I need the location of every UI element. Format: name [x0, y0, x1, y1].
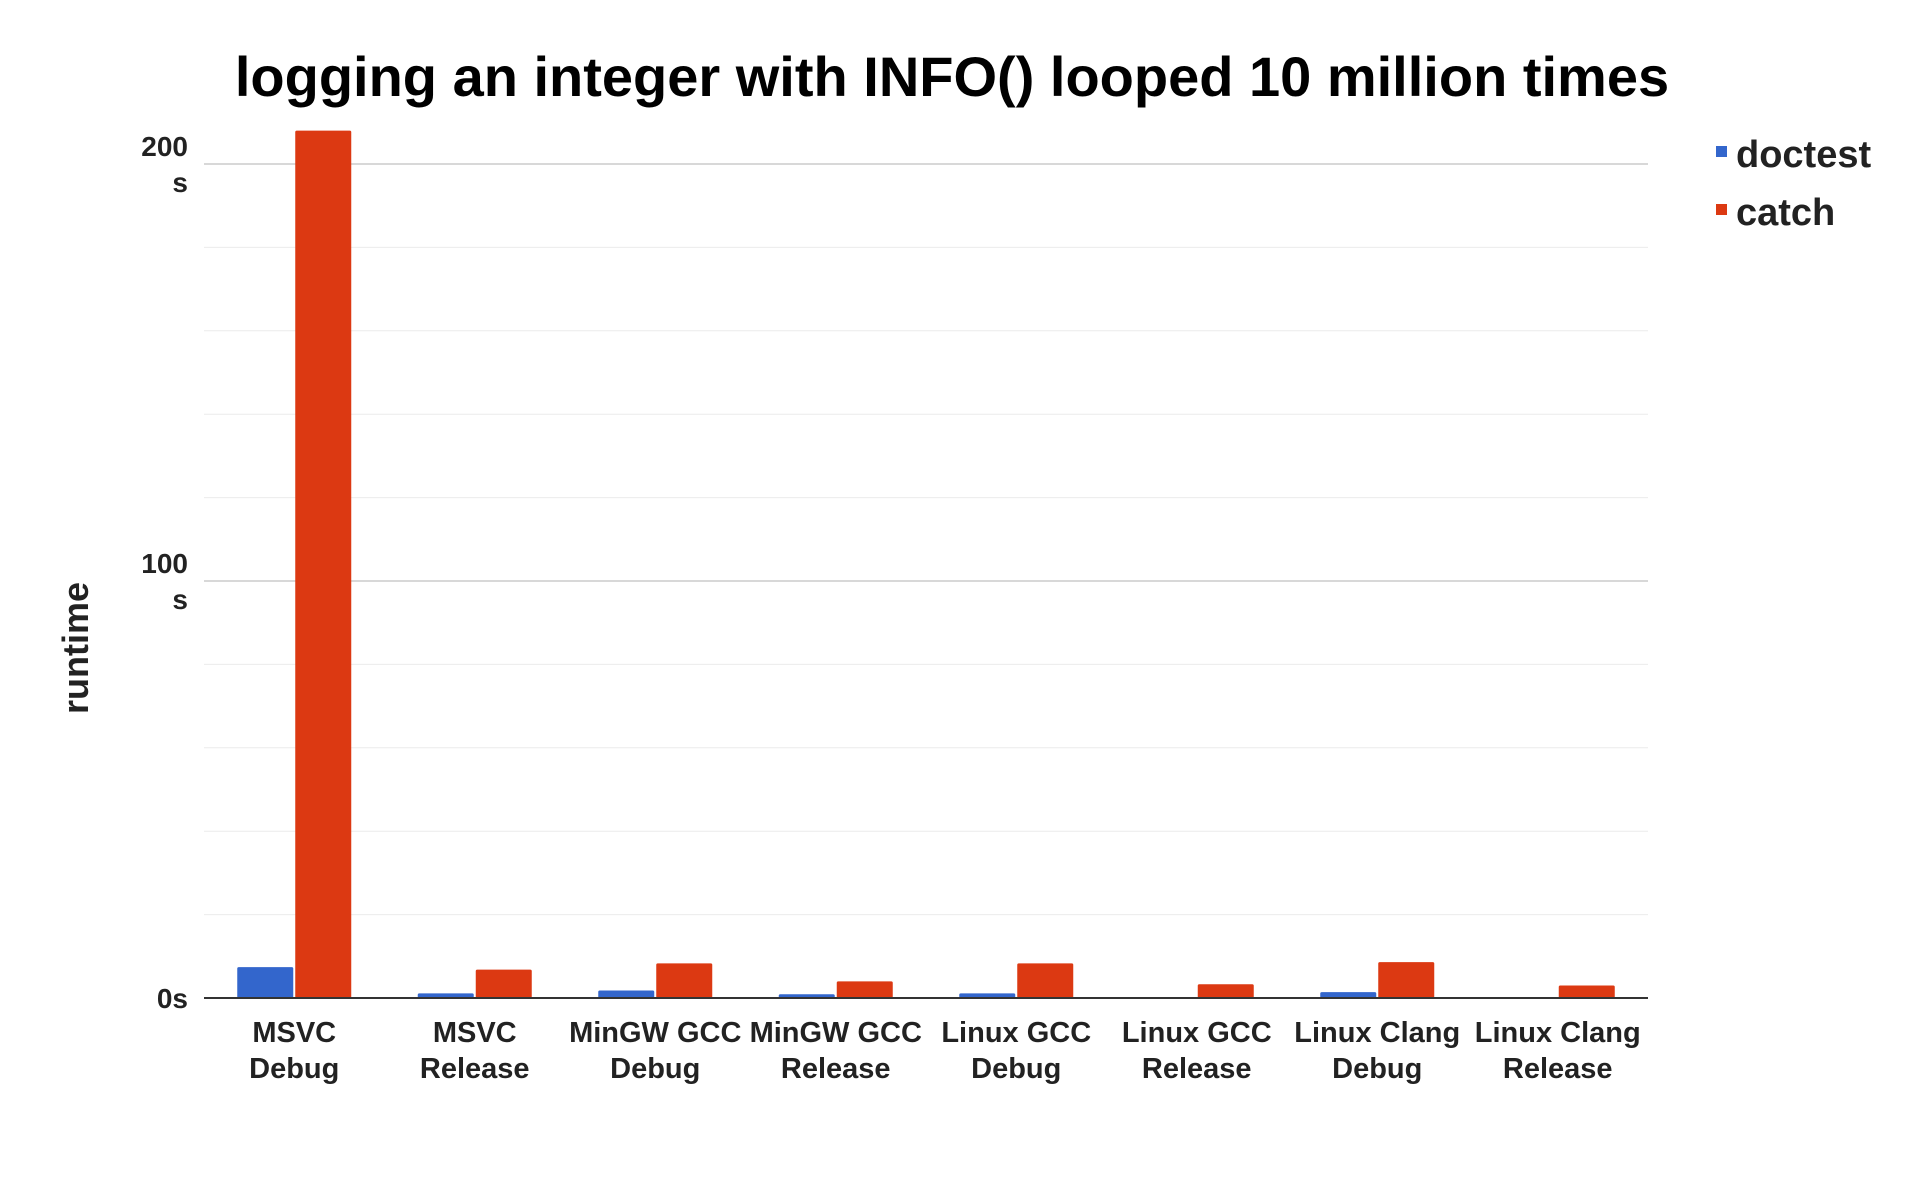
legend-swatch-doctest [1716, 146, 1727, 157]
bar-catch [836, 981, 893, 998]
bar-catch [1378, 962, 1435, 998]
y-tick-label: 200 s [141, 131, 188, 198]
bar-catch [1017, 963, 1074, 998]
x-category-label: Debug [610, 1053, 700, 1085]
x-category-label: Debug [1332, 1053, 1422, 1085]
x-category-label: Linux GCC [1122, 1017, 1272, 1049]
bar-catch [1197, 984, 1254, 998]
bar-catch [1558, 985, 1615, 998]
bar-doctest [237, 967, 294, 998]
legend-label-catch: catch [1736, 192, 1835, 234]
x-category-label: Release [1142, 1053, 1252, 1085]
legend-swatch-catch [1716, 204, 1727, 215]
x-category-label: Release [420, 1053, 530, 1085]
bar-catch [475, 969, 532, 998]
bar-doctest [598, 990, 655, 998]
x-category-label: Debug [971, 1053, 1061, 1085]
bar-doctest [959, 993, 1016, 998]
y-axis-label: runtime [55, 582, 96, 714]
x-category-label: Linux GCC [941, 1017, 1091, 1049]
x-category-label: MSVC [433, 1017, 517, 1049]
x-category-label: Debug [249, 1053, 339, 1085]
y-tick-label: 0s [157, 983, 188, 1014]
x-category-label: Release [781, 1053, 891, 1085]
legend-label-doctest: doctest [1736, 134, 1871, 176]
x-category-label: MSVC [252, 1017, 336, 1049]
chart-title: logging an integer with INFO() looped 10… [235, 45, 1669, 108]
x-category-label: Linux Clang [1294, 1017, 1460, 1049]
x-category-label: MinGW GCC [569, 1017, 741, 1049]
bar-doctest [1320, 992, 1377, 998]
x-category-label: Linux Clang [1475, 1017, 1641, 1049]
bar-catch [295, 130, 352, 998]
x-category-label: MinGW GCC [750, 1017, 922, 1049]
y-tick-label: 100 s [141, 548, 188, 615]
bar-catch [656, 963, 713, 998]
x-category-label: Release [1503, 1053, 1613, 1085]
bar-doctest [417, 993, 474, 998]
